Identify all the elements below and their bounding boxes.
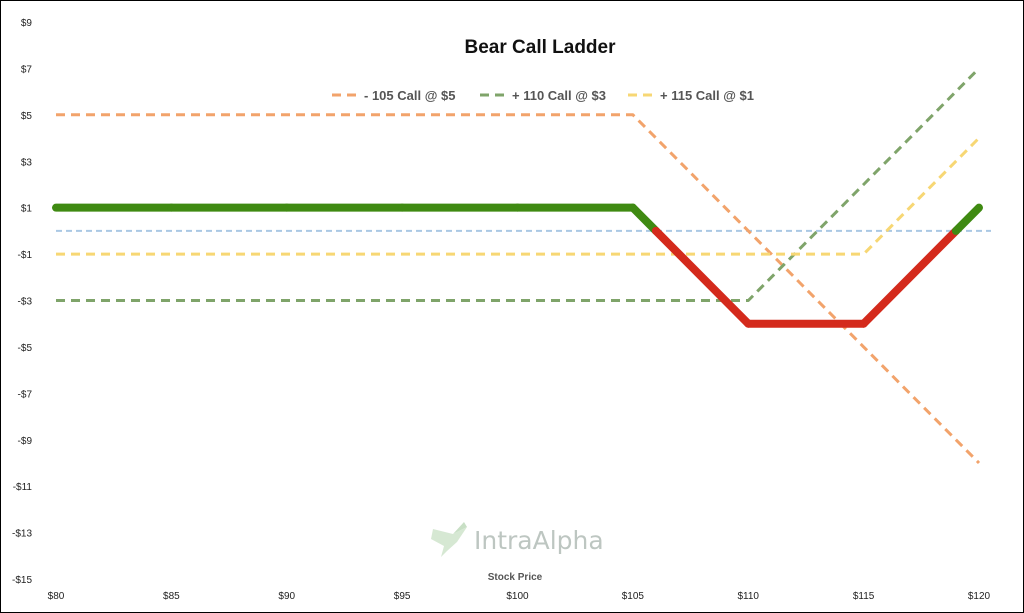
y-tick-label: -$5 bbox=[18, 343, 33, 354]
net-payoff-segment bbox=[859, 226, 960, 328]
x-tick-label: $110 bbox=[737, 591, 759, 602]
y-tick-label: -$7 bbox=[18, 389, 33, 400]
legend-label: - 105 Call @ $5 bbox=[364, 88, 455, 103]
y-tick-label: -$15 bbox=[12, 575, 32, 586]
x-tick-label: $90 bbox=[278, 591, 295, 602]
y-tick-label: -$9 bbox=[18, 436, 33, 447]
chart-title: Bear Call Ladder bbox=[465, 37, 617, 58]
series-line-2 bbox=[56, 67, 981, 302]
net-payoff-segment bbox=[651, 226, 753, 328]
y-tick-label: $9 bbox=[21, 18, 33, 29]
series-line-3 bbox=[56, 136, 981, 256]
watermark-text: IntraAlpha bbox=[474, 526, 604, 555]
watermark: IntraAlpha bbox=[431, 522, 604, 557]
y-tick-label: -$1 bbox=[18, 250, 33, 261]
legend-label: + 110 Call @ $3 bbox=[512, 88, 606, 103]
y-tick-label: $7 bbox=[21, 64, 33, 75]
x-tick-label: $105 bbox=[622, 591, 645, 602]
x-tick-label: $100 bbox=[506, 591, 529, 602]
x-tick-label: $80 bbox=[48, 591, 65, 602]
y-tick-label: $1 bbox=[21, 204, 33, 215]
x-tick-label: $95 bbox=[394, 591, 411, 602]
y-tick-label: $3 bbox=[21, 157, 33, 168]
series-line-1 bbox=[56, 113, 981, 465]
legend-label: + 115 Call @ $1 bbox=[660, 88, 754, 103]
y-tick-label: $5 bbox=[21, 111, 33, 122]
net-payoff-segment bbox=[951, 203, 983, 235]
hummingbird-icon bbox=[431, 522, 467, 557]
x-tick-label: $85 bbox=[163, 591, 180, 602]
y-tick-label: -$13 bbox=[12, 529, 32, 540]
y-tick-label: -$3 bbox=[18, 297, 33, 308]
net-payoff-segment bbox=[628, 203, 660, 235]
x-tick-label: $115 bbox=[853, 591, 875, 602]
y-tick-label: -$11 bbox=[13, 482, 33, 493]
x-tick-label: $120 bbox=[968, 591, 991, 602]
x-axis-title: Stock Price bbox=[488, 572, 543, 583]
